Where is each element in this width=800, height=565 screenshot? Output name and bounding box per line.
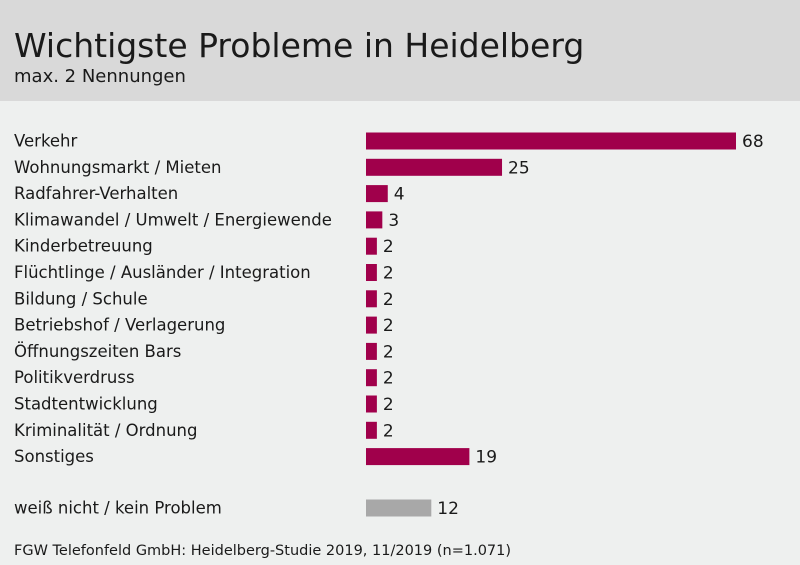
category-label: Öffnungszeiten Bars bbox=[14, 342, 181, 361]
source-note: FGW Telefonfeld GmbH: Heidelberg-Studie … bbox=[14, 543, 512, 559]
category-label: Politikverdruss bbox=[14, 368, 135, 387]
value-label: 2 bbox=[383, 369, 394, 389]
bar bbox=[366, 237, 377, 255]
value-label: 4 bbox=[394, 185, 405, 205]
category-label: Flüchtlinge / Ausländer / Integration bbox=[14, 263, 311, 282]
category-label: Wohnungsmarkt / Mieten bbox=[14, 158, 221, 177]
bar bbox=[366, 158, 503, 176]
category-label: Kriminalität / Ordnung bbox=[14, 421, 197, 440]
category-label: Verkehr bbox=[14, 132, 78, 151]
category-label: Bildung / Schule bbox=[14, 289, 148, 308]
chart-title: Wichtigste Probleme in Heidelberg bbox=[14, 26, 585, 65]
category-label: Radfahrer-Verhalten bbox=[14, 184, 178, 203]
category-label: Betriebshof / Verlagerung bbox=[14, 316, 225, 335]
value-label: 25 bbox=[508, 158, 530, 178]
bar bbox=[366, 342, 377, 360]
category-label: Sonstiges bbox=[14, 447, 94, 466]
category-label: Kinderbetreuung bbox=[14, 237, 153, 256]
bar bbox=[366, 395, 377, 413]
bar bbox=[366, 448, 470, 466]
bar bbox=[366, 264, 377, 281]
value-label: 2 bbox=[383, 342, 394, 362]
value-label: 2 bbox=[383, 395, 394, 415]
bar bbox=[366, 369, 377, 387]
header-band bbox=[0, 0, 800, 101]
value-label: 2 bbox=[383, 316, 394, 336]
bar bbox=[366, 211, 383, 229]
bar bbox=[366, 185, 388, 203]
category-label: Stadtentwicklung bbox=[14, 395, 158, 414]
value-label: 68 bbox=[742, 132, 764, 152]
value-label: 2 bbox=[383, 290, 394, 310]
value-label: 2 bbox=[383, 421, 394, 441]
category-label: weiß nicht / kein Problem bbox=[14, 499, 222, 518]
bar bbox=[366, 290, 377, 308]
value-label: 2 bbox=[383, 264, 394, 284]
value-label: 12 bbox=[437, 499, 459, 519]
category-label: Klimawandel / Umwelt / Energiewende bbox=[14, 210, 332, 229]
bar bbox=[366, 132, 736, 150]
value-label: 2 bbox=[383, 237, 394, 257]
bar bbox=[366, 499, 432, 517]
value-label: 19 bbox=[475, 448, 497, 468]
chart-subtitle: max. 2 Nennungen bbox=[14, 66, 186, 87]
value-label: 3 bbox=[388, 211, 399, 231]
bar bbox=[366, 316, 377, 334]
bar bbox=[366, 421, 377, 439]
